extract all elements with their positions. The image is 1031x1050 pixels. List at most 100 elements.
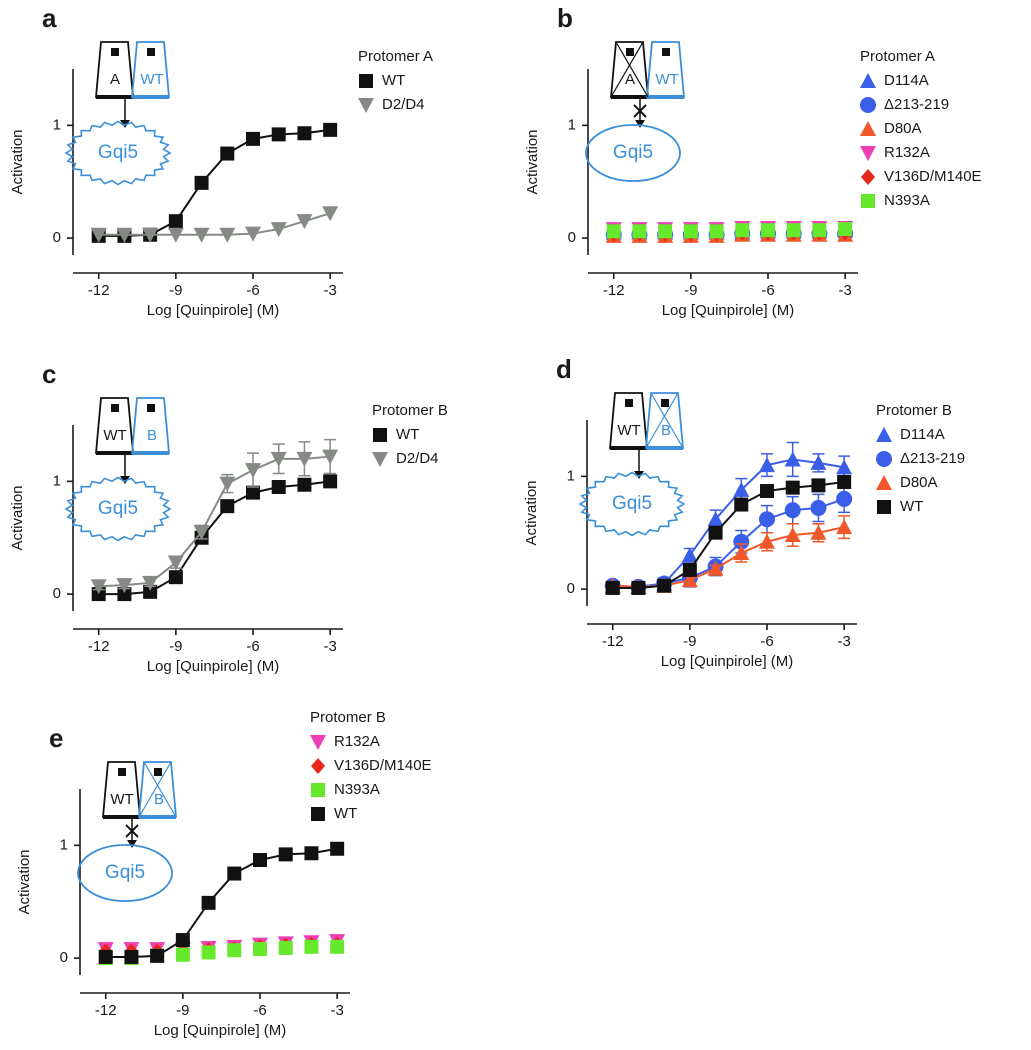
legend-title: Protomer B [310, 709, 386, 726]
g-protein-label: Gqi5 [613, 142, 653, 163]
data-point [296, 451, 313, 467]
data-point [167, 555, 184, 571]
data-point [142, 575, 159, 591]
x-tick-label: -9 [683, 633, 696, 650]
g-protein [578, 471, 686, 537]
data-point [733, 545, 750, 561]
legend-marker [373, 428, 387, 442]
x-tick-label: -12 [88, 282, 110, 299]
left-protomer-ligand-site [111, 48, 119, 56]
legend-marker [860, 146, 876, 161]
x-tick-label: -6 [253, 1002, 266, 1019]
legend-marker [861, 194, 875, 208]
data-point [98, 949, 113, 964]
legend-marker [860, 97, 876, 113]
x-tick-label: -9 [684, 282, 697, 299]
cross [650, 392, 684, 449]
right-protomer-label: B [154, 791, 164, 808]
block [633, 104, 647, 118]
data-point [167, 227, 184, 243]
left-protomer-label: WT [103, 427, 126, 444]
data-point [605, 580, 620, 595]
data-point [836, 490, 853, 507]
data-point [681, 547, 698, 563]
fit-line [612, 458, 845, 588]
data-point [786, 223, 801, 238]
cross [138, 761, 172, 818]
x-tick-label: -3 [837, 633, 850, 650]
data-point [759, 533, 775, 549]
data-point [683, 224, 698, 239]
y-tick-label: 0 [568, 229, 576, 246]
panel-letter: e [49, 723, 63, 753]
data-point [227, 866, 242, 881]
data-point [812, 223, 827, 238]
data-point [784, 526, 801, 542]
left-protomer-ligand-site [626, 48, 634, 56]
data-point [784, 451, 801, 467]
data-point [278, 847, 293, 862]
right-protomer-ligand-site [147, 48, 155, 56]
data-point [219, 227, 236, 243]
y-tick-label: 0 [567, 580, 575, 597]
left-protomer-ligand-site [118, 768, 126, 776]
x-tick-label: -6 [246, 282, 259, 299]
data-point [271, 127, 286, 142]
x-axis-label: Log [Quinpirole] (M) [147, 658, 280, 675]
legend-label: V136D/M140E [884, 168, 982, 185]
g-protein-label: Gqi5 [612, 493, 652, 514]
legend-label: R132A [334, 733, 380, 750]
x-tick-label: -9 [176, 1002, 189, 1019]
y-tick-label: 0 [53, 229, 61, 246]
arrow-head [635, 120, 645, 128]
data-point [707, 511, 724, 527]
legend-label: N393A [884, 192, 930, 209]
data-point [811, 478, 826, 493]
data-point [810, 524, 827, 540]
data-point [90, 579, 107, 595]
g-protein [77, 844, 173, 902]
data-point [90, 227, 107, 243]
fit-line [98, 212, 331, 236]
data-point [785, 480, 800, 495]
data-point [709, 224, 724, 239]
x-tick-label: -9 [169, 638, 182, 655]
data-point [175, 933, 190, 948]
legend-label: R132A [884, 144, 930, 161]
x-tick-label: -12 [602, 633, 624, 650]
y-tick-label: 1 [53, 472, 61, 489]
data-point [836, 459, 853, 475]
legend-marker [861, 169, 875, 185]
data-point [219, 476, 236, 492]
legend-title: Protomer B [372, 402, 448, 419]
legend-marker [860, 73, 876, 88]
legend-title: Protomer A [358, 48, 433, 65]
data-point [245, 463, 261, 479]
x-tick-label: -3 [838, 282, 851, 299]
data-point [245, 226, 261, 242]
right-protomer-ligand-site [661, 399, 669, 407]
data-point [304, 846, 319, 861]
data-point [810, 454, 827, 470]
data-point [838, 222, 853, 237]
data-point [759, 457, 775, 473]
g-protein-label: Gqi5 [98, 142, 138, 163]
legend-title: Protomer B [876, 402, 952, 419]
g-protein-label: Gqi5 [98, 498, 138, 519]
data-point [193, 525, 210, 541]
cross [615, 41, 649, 98]
data-point [682, 562, 697, 577]
legend-label: N393A [334, 781, 380, 798]
y-axis-label: Activation [16, 849, 33, 914]
legend-label: D2/D4 [382, 96, 425, 113]
legend-label: WT [900, 498, 923, 515]
data-point [270, 451, 287, 467]
block [125, 824, 139, 838]
y-axis-label: Activation [523, 480, 540, 545]
data-point [658, 224, 673, 239]
data-point [707, 560, 724, 576]
data-point [168, 214, 183, 229]
data-point [270, 222, 287, 238]
data-point [759, 511, 775, 528]
data-point [253, 942, 267, 957]
